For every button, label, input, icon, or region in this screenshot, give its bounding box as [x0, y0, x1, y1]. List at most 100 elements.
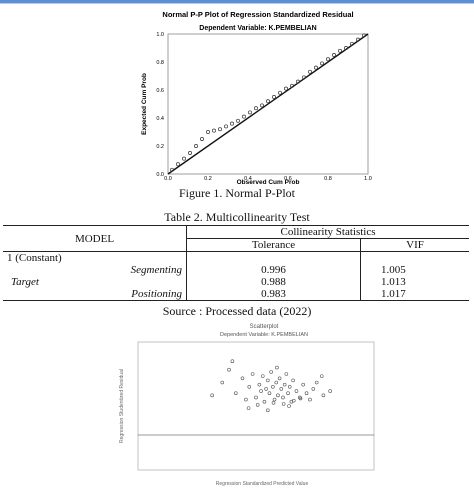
row-vif: 1.017	[360, 288, 469, 301]
scatter-point	[287, 404, 291, 408]
scatter-point	[311, 387, 316, 391]
header-vif: VIF	[360, 238, 469, 252]
table-source: Source : Processed data (2022)	[162, 304, 312, 318]
scatter-point	[274, 380, 279, 385]
scatter-point	[257, 382, 262, 387]
row-name: Segmenting	[3, 264, 187, 276]
pp-point	[194, 144, 198, 148]
pp-plot-area	[167, 33, 369, 175]
pp-x-tick-label: 1.0	[364, 176, 372, 182]
scatter-point	[286, 391, 290, 395]
table-subheader-row: Tolerance VIF	[3, 238, 469, 252]
table-caption: Table 2. Multicollinearity Test	[164, 210, 310, 224]
scatter-point	[264, 387, 268, 391]
pp-point	[230, 121, 234, 126]
scatter-point	[284, 372, 289, 376]
pp-point	[188, 151, 192, 155]
table-header-row: MODEL Collinearity Statistics	[3, 225, 469, 252]
pp-x-tick-label: 0.6	[284, 176, 292, 182]
scatter-point	[298, 396, 303, 401]
scatter-point	[277, 376, 282, 381]
scatter-point	[275, 365, 279, 370]
scatter-plot-area	[137, 341, 375, 471]
row-tolerance: 0.996	[186, 264, 361, 276]
pp-point	[362, 33, 366, 38]
pp-point	[182, 156, 186, 161]
target-label: Target	[3, 276, 187, 288]
pp-plot-ylabel: Expected Cum Prob	[141, 73, 148, 135]
scatter-point	[314, 380, 319, 385]
pp-point	[278, 90, 282, 95]
scatter-point	[281, 395, 285, 400]
pp-point	[344, 46, 348, 50]
pp-y-tick-label: 0.2	[156, 144, 164, 150]
pp-plot-subtitle: Dependent Variable: K.PEMBELIAN	[199, 25, 316, 32]
pp-x-tick-label: 0.0	[164, 176, 172, 182]
scatter-point	[230, 359, 235, 364]
scatter-point	[291, 378, 295, 383]
pp-point	[266, 99, 270, 104]
scatter-point	[294, 389, 299, 393]
scatter-point	[250, 372, 255, 376]
figure1-caption: Figure 1. Normal P-Plot	[179, 186, 295, 200]
pp-point	[326, 57, 330, 62]
scatter-point	[246, 406, 251, 410]
scatter-point	[267, 391, 272, 395]
scatter-point	[319, 374, 324, 378]
table-row: Segmenting 0.996 1.005	[3, 264, 469, 276]
pp-point	[218, 127, 222, 132]
pp-point	[170, 167, 174, 172]
top-border-shadow	[0, 3, 474, 4]
pp-x-tick-label: 0.4	[244, 176, 252, 182]
pp-point	[356, 37, 360, 42]
scatter-point	[304, 391, 309, 395]
scatter-point	[276, 393, 280, 398]
table-row: Target 0.988 1.013	[3, 276, 469, 288]
scatter-subtitle: Dependent Variable: K.PEMBELIAN	[220, 332, 308, 338]
pp-plot-title: Normal P-P Plot of Regression Standardiz…	[162, 10, 353, 19]
scatterplot: Scatterplot Dependent Variable: K.PEMBEL…	[119, 324, 375, 487]
scatter-point	[244, 397, 248, 402]
pp-point	[242, 114, 246, 119]
scatter-point	[240, 376, 245, 381]
pp-y-tick-label: 0.8	[156, 60, 164, 66]
scatter-point	[271, 385, 275, 389]
pp-x-tick-label: 0.2	[204, 176, 212, 182]
pp-y-tick-label: 0.6	[156, 88, 164, 94]
constant-label: 1 (Constant)	[3, 251, 187, 264]
pp-point	[236, 118, 240, 123]
pp-point	[338, 48, 342, 53]
pp-x-tick-label: 0.8	[324, 176, 332, 182]
scatter-point	[301, 382, 305, 387]
pp-point	[332, 53, 336, 57]
pp-point	[284, 86, 288, 91]
scatter-point	[255, 403, 260, 407]
scatter-point	[271, 401, 276, 405]
row-vif: 1.013	[381, 276, 406, 288]
scatter-point	[227, 367, 231, 372]
scatter-point	[269, 370, 273, 374]
pp-point	[302, 75, 306, 80]
row-vif: 1.005	[381, 264, 406, 276]
scatter-point	[328, 389, 332, 393]
scatter-ylabel: Regression Studentized Residual	[119, 369, 125, 443]
scatter-point	[247, 385, 252, 389]
pp-point	[290, 83, 294, 88]
header-model: MODEL	[3, 225, 187, 252]
pp-plot: Normal P-P Plot of Regression Standardiz…	[141, 10, 372, 186]
scatter-point	[279, 387, 284, 391]
pp-point	[314, 65, 318, 70]
scatter-point	[291, 398, 296, 403]
pp-point	[206, 130, 210, 134]
pp-point	[200, 137, 204, 141]
pp-point	[296, 79, 300, 84]
scatter-point	[210, 393, 214, 398]
pp-point	[224, 124, 228, 129]
scatter-point	[266, 378, 270, 383]
pp-y-tick-label: 0.0	[156, 172, 164, 178]
multicollinearity-table: MODEL Collinearity Statistics Tolerance …	[3, 225, 469, 301]
scatter-xlabel: Regression Standardized Predicted Value	[216, 481, 309, 487]
scatter-point	[266, 408, 270, 413]
pp-y-tick-label: 0.4	[156, 116, 164, 122]
top-border	[0, 0, 474, 3]
